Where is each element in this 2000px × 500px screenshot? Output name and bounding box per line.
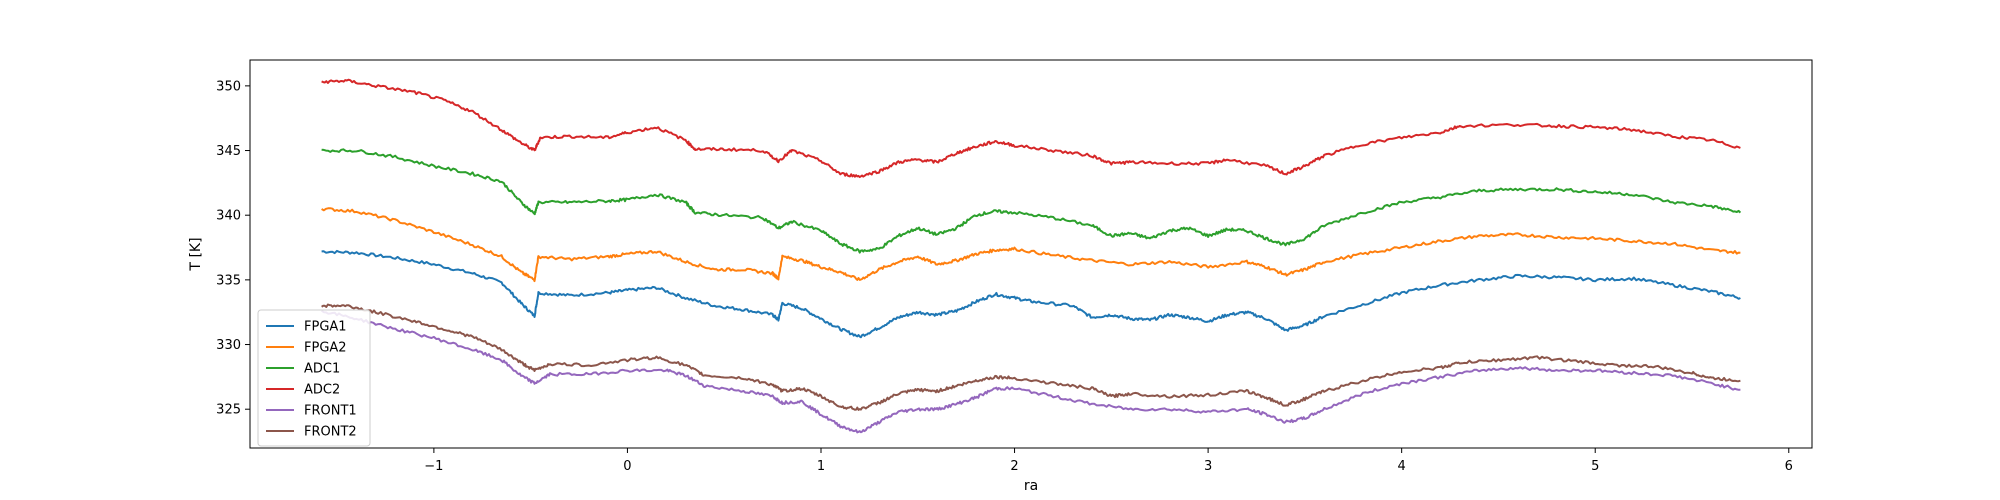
x-axis-label: ra — [1024, 478, 1038, 494]
series-line-front2 — [321, 303, 1741, 411]
series-line-adc2 — [321, 78, 1741, 179]
y-tick-label: 345 — [216, 144, 241, 159]
y-tick-label: 330 — [216, 338, 241, 353]
legend-label: FRONT1 — [304, 404, 357, 419]
legend-label: FPGA2 — [304, 341, 347, 356]
y-tick-label: 340 — [216, 209, 241, 224]
series-line-adc1 — [321, 148, 1742, 254]
legend-label: ADC1 — [304, 362, 340, 377]
legend-label: ADC2 — [304, 383, 340, 398]
legend-label: FPGA1 — [304, 320, 347, 335]
legend: FPGA1 FPGA2 ADC1 ADC2 FRONT1 FRONT2 — [257, 309, 371, 447]
x-tick-label: 5 — [1591, 459, 1599, 474]
x-tick-label: −1 — [424, 459, 443, 474]
legend-label: FRONT2 — [304, 425, 357, 440]
y-axis-label: T [K] — [188, 237, 204, 271]
y-tick-label: 350 — [216, 79, 241, 94]
x-tick-label: 3 — [1204, 459, 1212, 474]
x-tick-label: 4 — [1398, 459, 1406, 474]
x-tick-label: 1 — [817, 459, 825, 474]
series-layer — [321, 78, 1742, 434]
plot-frame — [249, 59, 1813, 449]
x-tick-label: 2 — [1010, 459, 1018, 474]
legend-box — [257, 309, 371, 447]
y-axis: 325 330 335 340 345 350 — [216, 79, 250, 418]
y-tick-label: 325 — [216, 403, 241, 418]
series-line-front1 — [321, 309, 1741, 434]
series-line-fpga1 — [321, 249, 1741, 339]
x-axis: −1 0 1 2 3 4 5 6 — [424, 448, 1793, 474]
x-tick-label: 0 — [623, 459, 631, 474]
series-line-fpga2 — [321, 207, 1741, 283]
x-tick-label: 6 — [1785, 459, 1793, 474]
y-tick-label: 335 — [216, 273, 241, 288]
